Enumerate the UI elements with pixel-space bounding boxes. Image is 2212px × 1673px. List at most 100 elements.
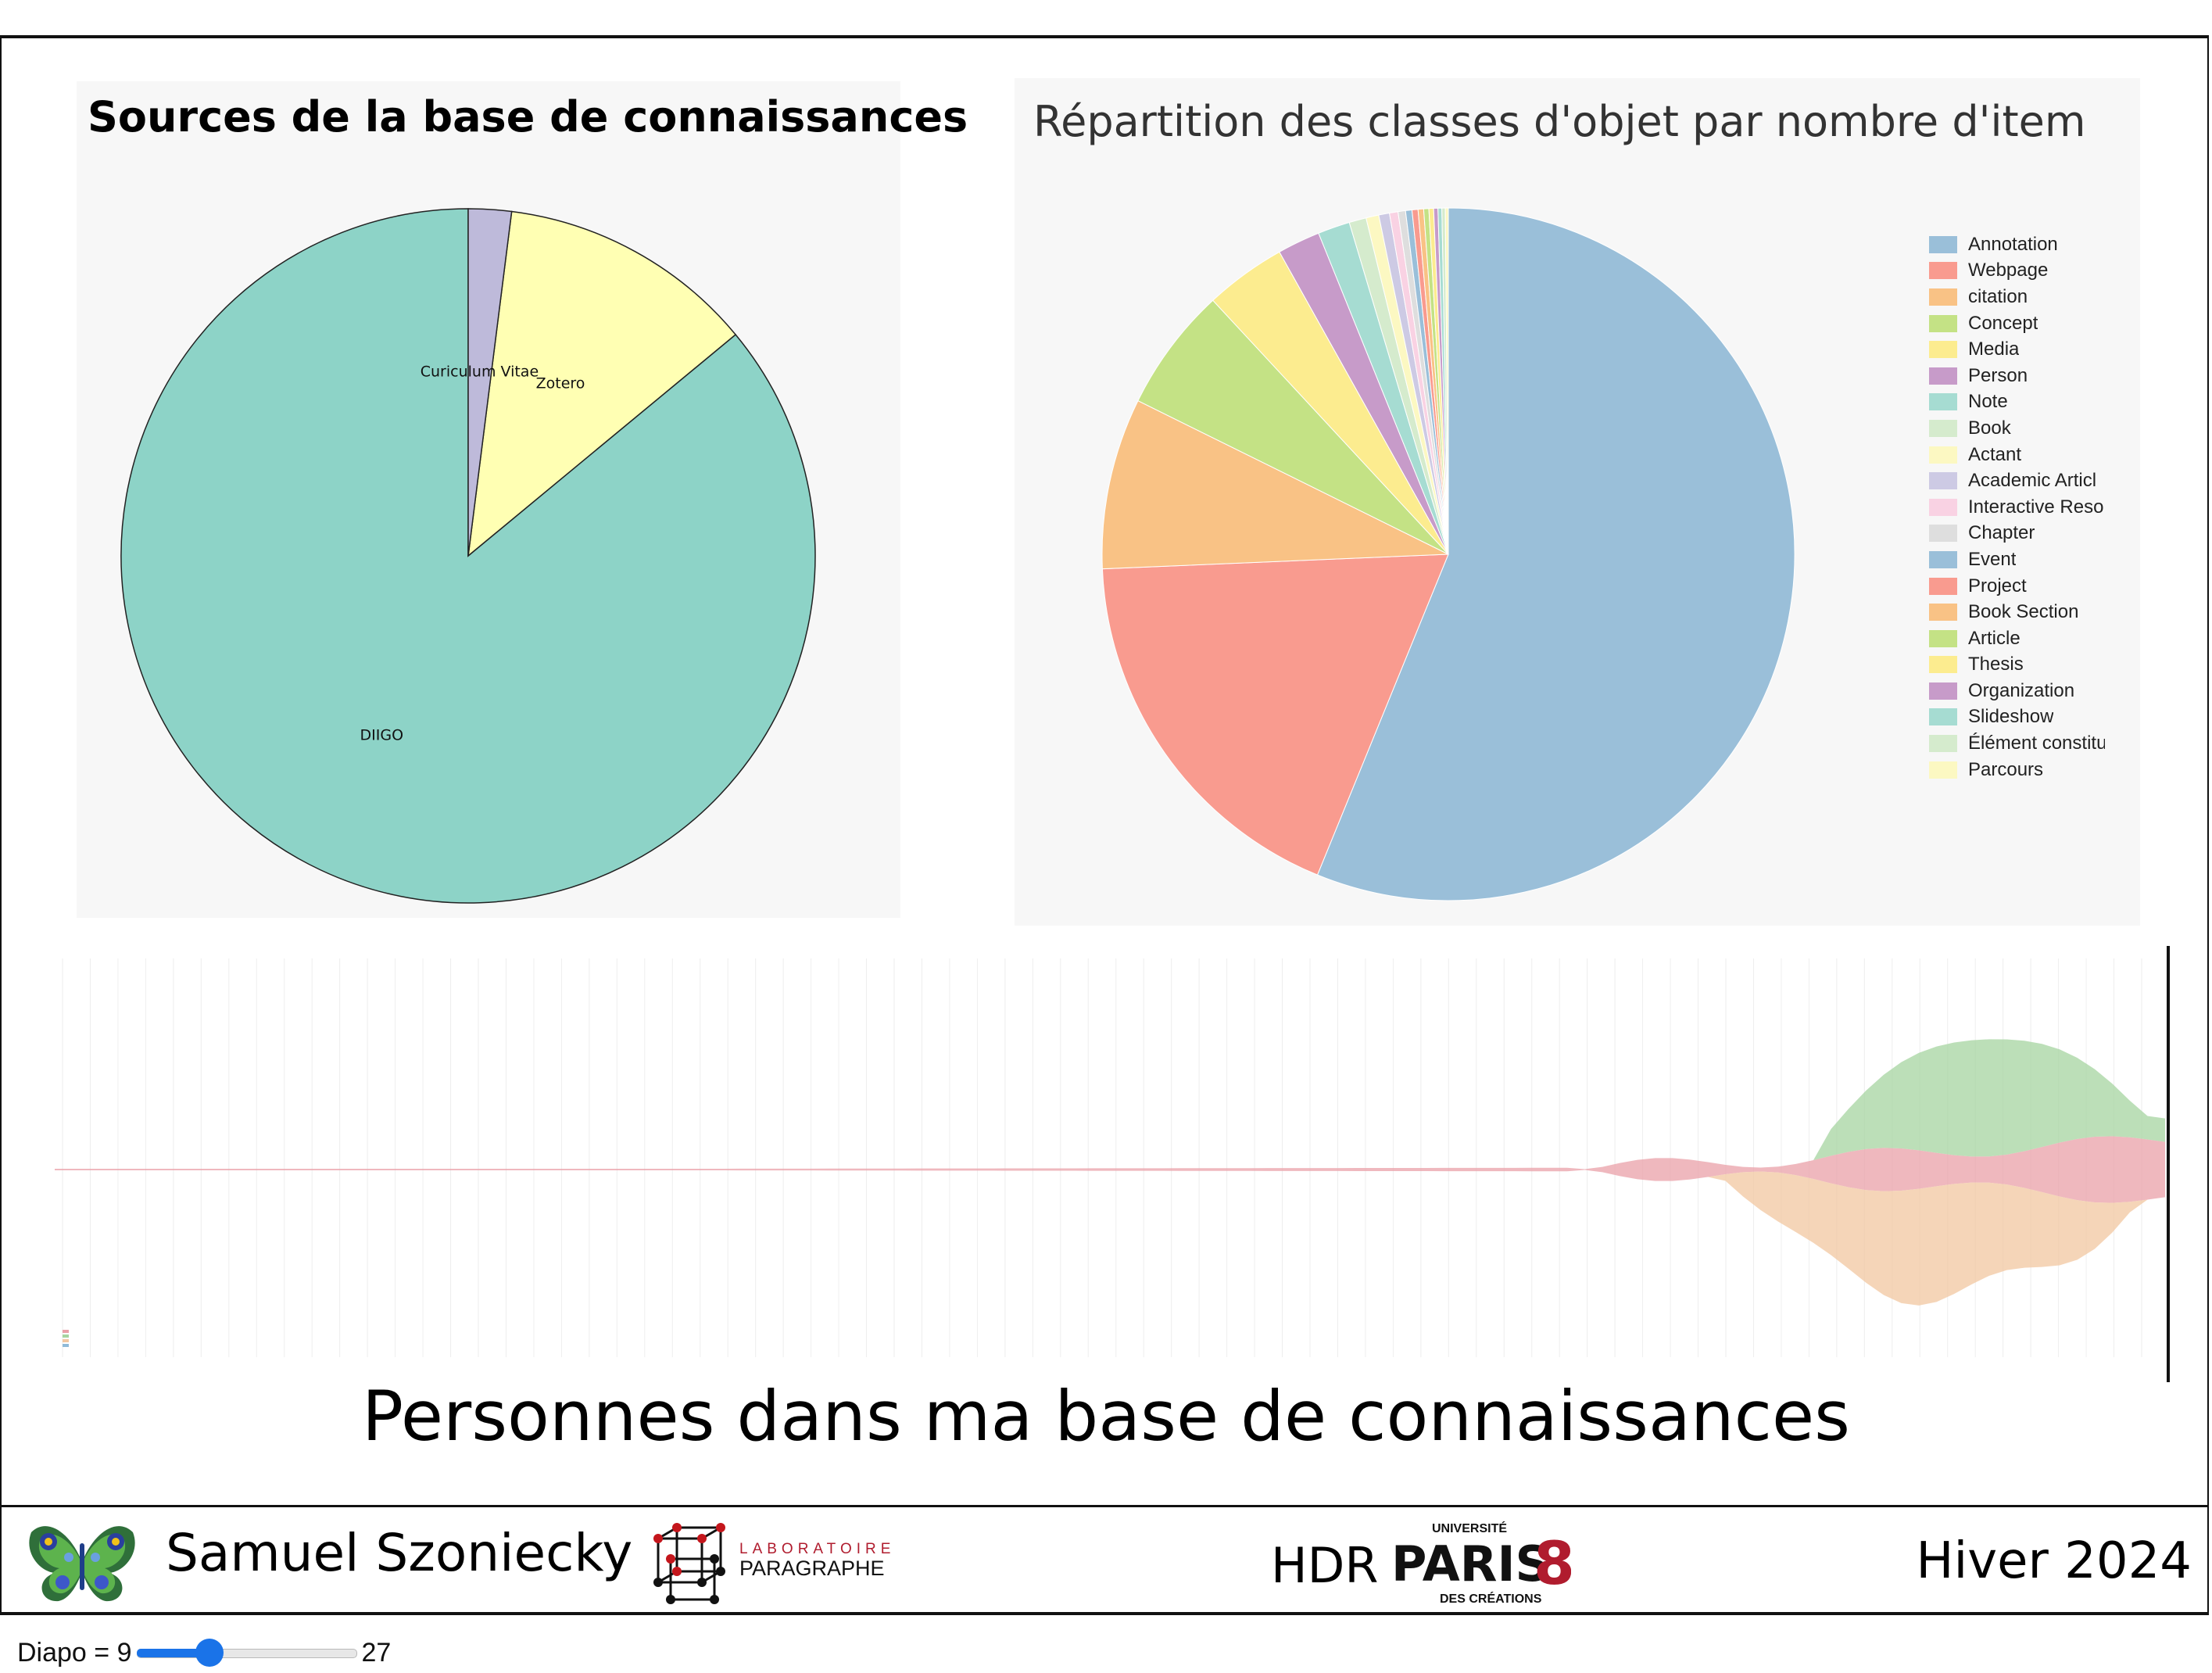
legend-swatch xyxy=(1929,525,1957,543)
legend-item[interactable]: Slideshow xyxy=(1929,704,2105,731)
classes-pie-chart xyxy=(1101,207,1795,901)
univ-num-text: 8 xyxy=(1534,1528,1571,1598)
university-logo: UNIVERSITÉ PARIS 8 DES CRÉATIONS xyxy=(1391,1521,1571,1606)
slider-thumb[interactable] xyxy=(195,1639,224,1667)
stream-legend-swatch xyxy=(63,1330,69,1333)
stream-band-orange xyxy=(55,1170,2165,1306)
sources-chart-panel: Sources de la base de connaissances DIIG… xyxy=(77,81,968,918)
legend-label: Actant xyxy=(1968,443,2022,465)
legend-swatch xyxy=(1929,288,1957,306)
slide-navigation: Diapo = 9 27 xyxy=(17,1635,391,1670)
stream-band-green xyxy=(55,1039,2165,1170)
legend-item[interactable]: Book xyxy=(1929,415,2105,442)
classes-legend: Annotation Webpage citation Concept Media Per… xyxy=(1929,231,2105,783)
legend-item[interactable]: Interactive Reso xyxy=(1929,494,2105,521)
persons-streamgraph xyxy=(55,958,2165,1357)
legend-swatch xyxy=(1929,341,1957,359)
legend-label: citation xyxy=(1968,285,2028,307)
pie-label-curiculum-vitae: Curiculum Vitae xyxy=(421,363,539,380)
legend-label: Slideshow xyxy=(1968,706,2054,728)
lab-name-line1: LABORATOIRE xyxy=(739,1541,896,1557)
pie-slice-annotation xyxy=(1316,207,1795,901)
legend-label: Academic Articl xyxy=(1968,470,2097,492)
stream-legend xyxy=(63,1330,69,1347)
legend-item[interactable]: Person xyxy=(1929,363,2105,389)
legend-swatch xyxy=(1929,735,1957,753)
legend-item[interactable]: Organization xyxy=(1929,678,2105,704)
stream-legend-swatch xyxy=(63,1334,69,1338)
pie-label-diigo: DIIGO xyxy=(360,726,404,743)
legend-item[interactable]: Annotation xyxy=(1929,231,2105,258)
slide-caption: Personnes dans ma base de connaissances xyxy=(361,1376,1851,1456)
legend-item[interactable]: Parcours xyxy=(1929,757,2105,783)
sources-chart-title: Sources de la base de connaissances xyxy=(88,92,968,142)
butterfly-logo-icon xyxy=(29,1526,135,1602)
pie-label-zotero: Zotero xyxy=(536,374,585,392)
stream-legend-swatch xyxy=(63,1344,69,1347)
pie-slice-zotero xyxy=(467,210,737,557)
legend-label: Chapter xyxy=(1968,522,2035,544)
slider-fill xyxy=(136,1649,209,1657)
legend-label: Concept xyxy=(1968,312,2038,334)
season-label: Hiver 2024 xyxy=(1916,1532,2192,1590)
hdr-label: HDR xyxy=(1271,1537,1379,1594)
legend-swatch xyxy=(1929,577,1957,595)
lab-name: LABORATOIRE PARAGRAPHE xyxy=(739,1542,895,1579)
legend-label: Interactive Reso xyxy=(1968,496,2104,518)
stream-band-red xyxy=(55,1136,2165,1203)
univ-bottom-text: DES CRÉATIONS xyxy=(1440,1591,1542,1606)
legend-item[interactable]: Note xyxy=(1929,389,2105,416)
legend-label: Note xyxy=(1968,391,2008,413)
legend-item[interactable]: Chapter xyxy=(1929,521,2105,547)
legend-label: Annotation xyxy=(1968,233,2058,255)
legend-swatch xyxy=(1929,262,1957,280)
legend-label: Parcours xyxy=(1968,758,2044,780)
legend-item[interactable]: citation xyxy=(1929,284,2105,310)
legend-swatch xyxy=(1929,419,1957,437)
vertical-rule xyxy=(2167,946,2170,1382)
stream-legend-swatch xyxy=(63,1339,69,1342)
legend-item[interactable]: Event xyxy=(1929,546,2105,573)
legend-swatch xyxy=(1929,682,1957,700)
legend-swatch xyxy=(1929,604,1957,622)
legend-item[interactable]: Book Section xyxy=(1929,599,2105,625)
legend-item[interactable]: Academic Articl xyxy=(1929,468,2105,494)
classes-chart-panel: Répartition des classes d'objet par nomb… xyxy=(1015,78,2140,926)
legend-swatch xyxy=(1929,761,1957,779)
legend-label: Thesis xyxy=(1968,654,2024,675)
legend-item[interactable]: Article xyxy=(1929,625,2105,652)
legend-label: Book xyxy=(1968,417,2011,439)
legend-swatch xyxy=(1929,708,1957,726)
slide-max-label: 27 xyxy=(361,1637,392,1668)
legend-item[interactable]: Media xyxy=(1929,336,2105,363)
legend-swatch xyxy=(1929,498,1957,516)
legend-item[interactable]: Actant xyxy=(1929,442,2105,468)
legend-item[interactable]: Thesis xyxy=(1929,652,2105,679)
legend-label: Project xyxy=(1968,575,2027,596)
univ-top-text: UNIVERSITÉ xyxy=(1432,1521,1507,1535)
slide-slider[interactable] xyxy=(134,1635,360,1670)
legend-item[interactable]: Élément constitu xyxy=(1929,730,2105,757)
legend-swatch xyxy=(1929,629,1957,647)
pie-slice-parcours xyxy=(1444,207,1449,555)
pie-slice-curiculum-vitae xyxy=(467,208,513,557)
footer-divider xyxy=(0,1505,2209,1507)
pie-slice-webpage xyxy=(1101,553,1449,876)
legend-item[interactable]: Concept xyxy=(1929,310,2105,337)
legend-label: Person xyxy=(1968,364,2028,386)
legend-label: Media xyxy=(1968,339,2020,360)
legend-item[interactable]: Webpage xyxy=(1929,258,2105,285)
legend-swatch xyxy=(1929,550,1957,568)
legend-label: Book Section xyxy=(1968,601,2079,623)
legend-label: Élément constitu xyxy=(1968,733,2105,754)
univ-name-text: PARIS xyxy=(1391,1535,1550,1592)
legend-label: Event xyxy=(1968,548,2017,570)
classes-chart-title: Répartition des classes d'objet par nomb… xyxy=(1033,97,2086,146)
legend-swatch xyxy=(1929,393,1957,411)
legend-swatch xyxy=(1929,656,1957,674)
legend-item[interactable]: Project xyxy=(1929,573,2105,600)
lab-logo-icon xyxy=(653,1523,725,1604)
legend-swatch xyxy=(1929,446,1957,464)
pie-slice-citation xyxy=(1101,399,1449,570)
